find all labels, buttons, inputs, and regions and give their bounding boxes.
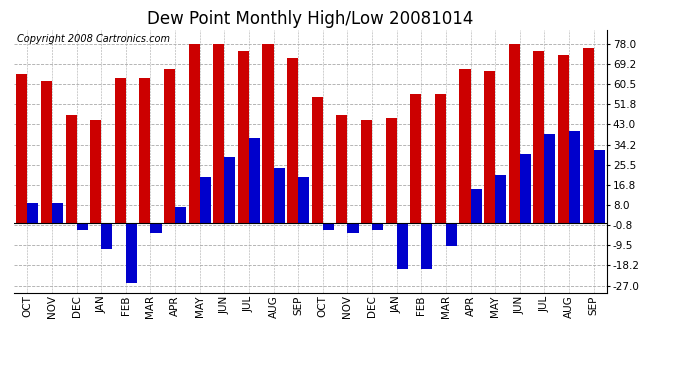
Bar [348, 224, 359, 232]
Bar [17, 74, 28, 224]
Bar [446, 224, 457, 246]
Bar [199, 177, 210, 224]
Bar [312, 97, 323, 224]
Bar [569, 131, 580, 224]
Bar [509, 44, 520, 224]
Bar [558, 56, 569, 223]
Bar [90, 120, 101, 224]
Bar [41, 81, 52, 224]
Bar [126, 224, 137, 283]
Bar [213, 44, 224, 224]
Bar [582, 48, 593, 224]
Bar [66, 115, 77, 224]
Bar [175, 207, 186, 224]
Bar [150, 224, 161, 232]
Bar [471, 189, 482, 224]
Bar [139, 78, 150, 224]
Text: Copyright 2008 Cartronics.com: Copyright 2008 Cartronics.com [17, 34, 170, 44]
Bar [593, 150, 604, 224]
Bar [224, 157, 235, 224]
Bar [238, 51, 249, 224]
Bar [28, 203, 39, 223]
Bar [520, 154, 531, 224]
Bar [397, 224, 408, 270]
Bar [435, 94, 446, 224]
Bar [287, 58, 298, 223]
Bar [101, 224, 112, 249]
Bar [323, 224, 334, 230]
Bar [460, 69, 471, 224]
Bar [361, 120, 372, 224]
Bar [484, 72, 495, 224]
Bar [298, 177, 309, 224]
Bar [336, 115, 348, 224]
Bar [386, 117, 397, 224]
Bar [188, 44, 199, 224]
Bar [249, 138, 260, 224]
Bar [495, 175, 506, 223]
Bar [372, 224, 383, 230]
Bar [52, 203, 63, 223]
Bar [411, 94, 422, 224]
Bar [273, 168, 285, 224]
Title: Dew Point Monthly High/Low 20081014: Dew Point Monthly High/Low 20081014 [147, 10, 474, 28]
Bar [164, 69, 175, 224]
Bar [262, 44, 273, 224]
Bar [533, 51, 544, 224]
Bar [77, 224, 88, 230]
Bar [422, 224, 433, 270]
Bar [544, 134, 555, 224]
Bar [115, 78, 126, 224]
